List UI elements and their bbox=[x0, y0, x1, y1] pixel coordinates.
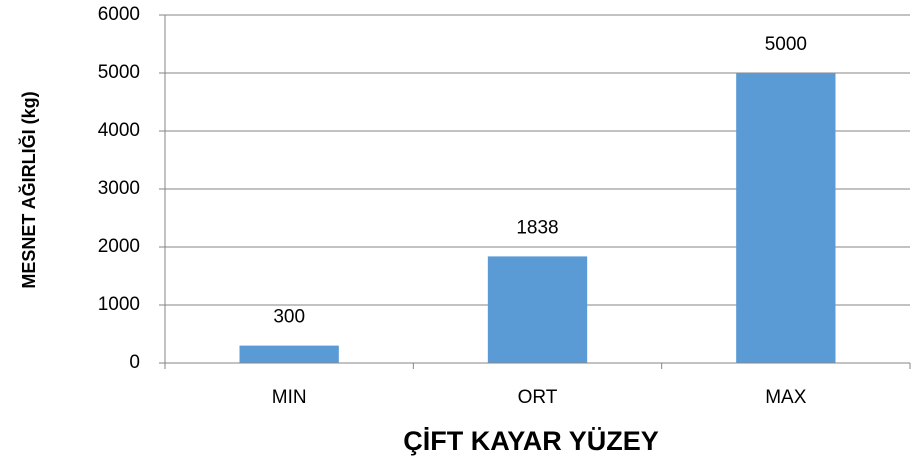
y-tick-label: 2000 bbox=[98, 236, 140, 257]
bar bbox=[239, 345, 339, 363]
data-label: 300 bbox=[273, 307, 305, 328]
x-tick-label: MAX bbox=[765, 387, 807, 408]
y-tick-label: 0 bbox=[129, 352, 140, 373]
y-tick-label: 1000 bbox=[98, 294, 140, 315]
bar bbox=[736, 73, 836, 363]
data-label: 1838 bbox=[516, 217, 558, 238]
y-tick-label: 6000 bbox=[98, 4, 140, 25]
data-label: 5000 bbox=[765, 34, 807, 55]
y-tick-label: 4000 bbox=[98, 120, 140, 141]
y-tick-label: 3000 bbox=[98, 178, 140, 199]
y-tick-label: 5000 bbox=[98, 62, 140, 83]
x-tick-label: ORT bbox=[518, 387, 558, 408]
x-tick-label: MIN bbox=[272, 387, 307, 408]
y-axis-title: MESNET AĞIRLIĞI (kg) bbox=[18, 91, 39, 288]
x-axis-title: ÇİFT KAYAR YÜZEY bbox=[403, 426, 659, 456]
bar bbox=[487, 256, 588, 363]
